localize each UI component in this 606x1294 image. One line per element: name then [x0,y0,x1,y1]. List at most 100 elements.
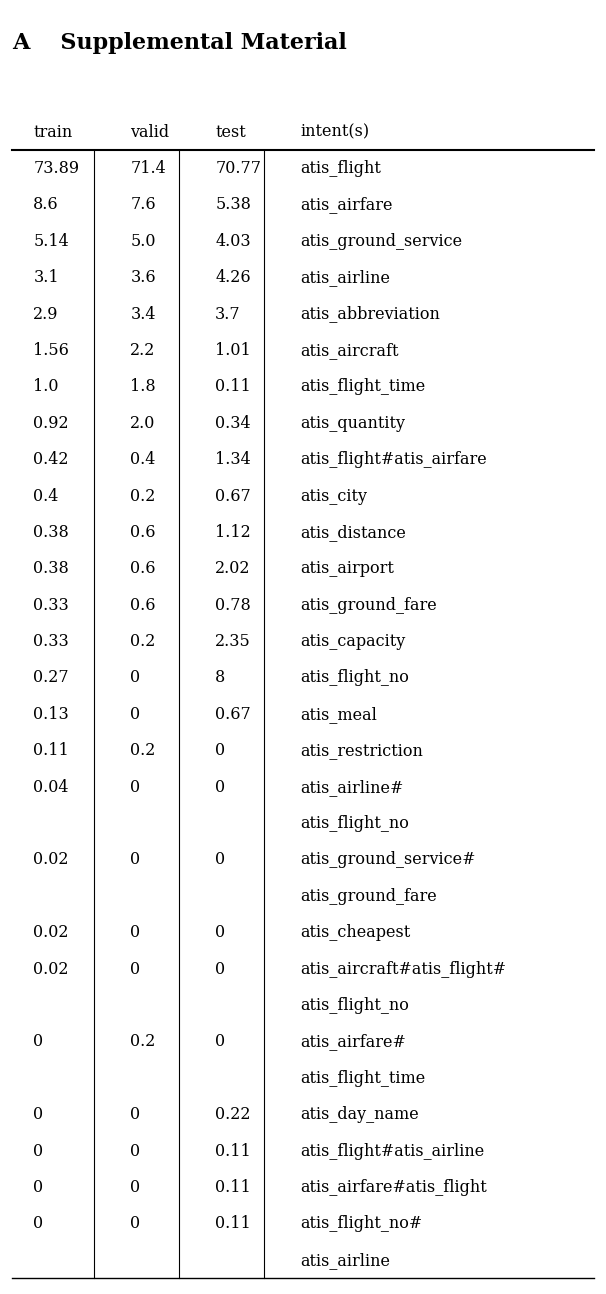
Text: 0.67: 0.67 [215,705,251,723]
Text: atis_airfare#atis_flight: atis_airfare#atis_flight [300,1179,487,1196]
Text: 0: 0 [130,1106,141,1123]
Text: 0.33: 0.33 [33,633,69,650]
Text: 0: 0 [130,779,141,796]
Text: A    Supplemental Material: A Supplemental Material [12,32,347,54]
Text: atis_airline#: atis_airline# [300,779,404,796]
Text: 2.0: 2.0 [130,414,156,432]
Text: 0.11: 0.11 [215,378,251,396]
Text: intent(s): intent(s) [300,123,369,141]
Text: atis_airfare: atis_airfare [300,197,393,214]
Text: 0.11: 0.11 [215,1179,251,1196]
Text: 0: 0 [130,924,141,941]
Text: 0: 0 [130,1143,141,1159]
Text: 4.03: 4.03 [215,233,251,250]
Text: atis_ground_service#: atis_ground_service# [300,851,476,868]
Text: 0.78: 0.78 [215,597,251,613]
Text: 0: 0 [33,1179,44,1196]
Text: 0.34: 0.34 [215,414,251,432]
Text: atis_airport: atis_airport [300,560,394,577]
Text: 0.11: 0.11 [215,1215,251,1232]
Text: atis_day_name: atis_day_name [300,1106,419,1123]
Text: 70.77: 70.77 [215,160,261,177]
Text: atis_abbreviation: atis_abbreviation [300,305,440,322]
Text: 3.4: 3.4 [130,305,156,322]
Text: 3.6: 3.6 [130,269,156,286]
Text: atis_flight: atis_flight [300,160,381,177]
Text: 0: 0 [130,1215,141,1232]
Text: 0.02: 0.02 [33,924,69,941]
Text: 2.02: 2.02 [215,560,251,577]
Text: 0: 0 [215,851,225,868]
Text: 0.2: 0.2 [130,633,156,650]
Text: 4.26: 4.26 [215,269,251,286]
Text: 0: 0 [33,1143,44,1159]
Text: 0.4: 0.4 [33,488,59,505]
Text: 1.34: 1.34 [215,452,251,468]
Text: 0.2: 0.2 [130,1034,156,1051]
Text: 0.13: 0.13 [33,705,69,723]
Text: 0: 0 [130,960,141,978]
Text: 0: 0 [130,669,141,687]
Text: 1.8: 1.8 [130,378,156,396]
Text: 8: 8 [215,669,225,687]
Text: 73.89: 73.89 [33,160,79,177]
Text: atis_capacity: atis_capacity [300,633,405,650]
Text: 2.2: 2.2 [130,342,156,358]
Text: test: test [215,123,246,141]
Text: 0.6: 0.6 [130,560,156,577]
Text: atis_aircraft: atis_aircraft [300,342,399,358]
Text: 0.02: 0.02 [33,851,69,868]
Text: 0: 0 [33,1034,44,1051]
Text: 2.9: 2.9 [33,305,59,322]
Text: atis_restriction: atis_restriction [300,743,423,760]
Text: 5.0: 5.0 [130,233,156,250]
Text: atis_flight_no: atis_flight_no [300,815,409,832]
Text: 5.14: 5.14 [33,233,69,250]
Text: 0: 0 [215,743,225,760]
Text: 7.6: 7.6 [130,197,156,214]
Text: atis_flight_no: atis_flight_no [300,996,409,1014]
Text: atis_ground_fare: atis_ground_fare [300,597,437,613]
Text: valid: valid [130,123,170,141]
Text: 0.2: 0.2 [130,488,156,505]
Text: 0.38: 0.38 [33,524,69,541]
Text: 0: 0 [130,851,141,868]
Text: 3.7: 3.7 [215,305,241,322]
Text: 0.02: 0.02 [33,960,69,978]
Text: 0.6: 0.6 [130,524,156,541]
Text: 0: 0 [215,779,225,796]
Text: 1.56: 1.56 [33,342,69,358]
Text: atis_flight_time: atis_flight_time [300,1070,425,1087]
Text: atis_cheapest: atis_cheapest [300,924,410,941]
Text: 3.1: 3.1 [33,269,59,286]
Text: atis_quantity: atis_quantity [300,414,405,432]
Text: 0.04: 0.04 [33,779,69,796]
Text: atis_flight#atis_airline: atis_flight#atis_airline [300,1143,484,1159]
Text: 0.22: 0.22 [215,1106,251,1123]
Text: atis_flight_time: atis_flight_time [300,378,425,396]
Text: 1.12: 1.12 [215,524,251,541]
Text: atis_ground_service: atis_ground_service [300,233,462,250]
Text: 71.4: 71.4 [130,160,166,177]
Text: atis_airline: atis_airline [300,1251,390,1269]
Text: 0.4: 0.4 [130,452,156,468]
Text: 0.2: 0.2 [130,743,156,760]
Text: 0.33: 0.33 [33,597,69,613]
Text: atis_meal: atis_meal [300,705,377,723]
Text: 8.6: 8.6 [33,197,59,214]
Text: 1.0: 1.0 [33,378,59,396]
Text: 0.42: 0.42 [33,452,69,468]
Text: 5.38: 5.38 [215,197,251,214]
Text: 0.38: 0.38 [33,560,69,577]
Text: atis_distance: atis_distance [300,524,406,541]
Text: atis_ground_fare: atis_ground_fare [300,888,437,905]
Text: 0.11: 0.11 [33,743,69,760]
Text: 0: 0 [33,1215,44,1232]
Text: atis_flight#atis_airfare: atis_flight#atis_airfare [300,452,487,468]
Text: atis_airline: atis_airline [300,269,390,286]
Text: 0: 0 [215,924,225,941]
Text: 0: 0 [130,705,141,723]
Text: 0: 0 [130,1179,141,1196]
Text: 1.01: 1.01 [215,342,251,358]
Text: 0: 0 [215,960,225,978]
